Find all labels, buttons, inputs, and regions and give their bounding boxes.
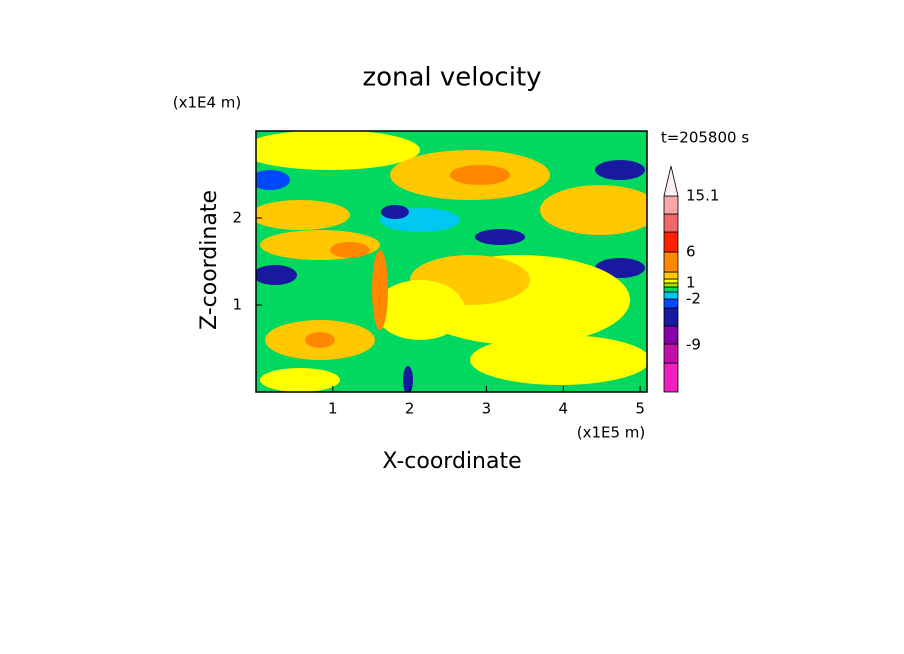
x-unit: (x1E5 m) (577, 424, 646, 442)
colorbar-segment (663, 271, 679, 280)
colorbar-segment (663, 298, 679, 309)
colorbar-label: 6 (686, 243, 696, 261)
x-axis-label: X-coordinate (382, 449, 521, 474)
colorbar-segment (663, 307, 679, 327)
time-annotation: t=205800 s (661, 129, 749, 147)
chart-title: zonal velocity (362, 63, 541, 93)
colorbar-segment (663, 343, 679, 364)
x-tick-label: 1 (328, 400, 338, 418)
contour-field (256, 131, 647, 392)
colorbar-label: 15.1 (686, 187, 719, 205)
x-tick-label: 4 (558, 400, 568, 418)
colorbar-segment (663, 251, 679, 273)
y-tick-label: 1 (232, 296, 242, 314)
colorbar-segment (663, 213, 679, 233)
colorbar-segment (663, 291, 679, 300)
colorbar-segment (663, 286, 679, 293)
y-tick-label: 2 (232, 209, 242, 227)
colorbar-segment (663, 278, 679, 284)
colorbar-label: -2 (686, 290, 701, 308)
colorbar-segment (663, 231, 679, 253)
y-unit: (x1E4 m) (173, 94, 242, 112)
plot-frame (255, 130, 648, 393)
x-tick-label: 2 (405, 400, 415, 418)
colorbar-label: 1 (686, 274, 696, 292)
colorbar-arrow (663, 165, 679, 197)
y-axis-label: Z-coordinate (197, 190, 222, 330)
colorbar-segment (663, 282, 679, 288)
x-tick-label: 3 (482, 400, 492, 418)
colorbar-label: -9 (686, 336, 701, 354)
x-tick-label: 5 (635, 400, 645, 418)
colorbar-segment (663, 195, 679, 215)
colorbar-segment (663, 362, 679, 393)
colorbar-segment (663, 325, 679, 345)
